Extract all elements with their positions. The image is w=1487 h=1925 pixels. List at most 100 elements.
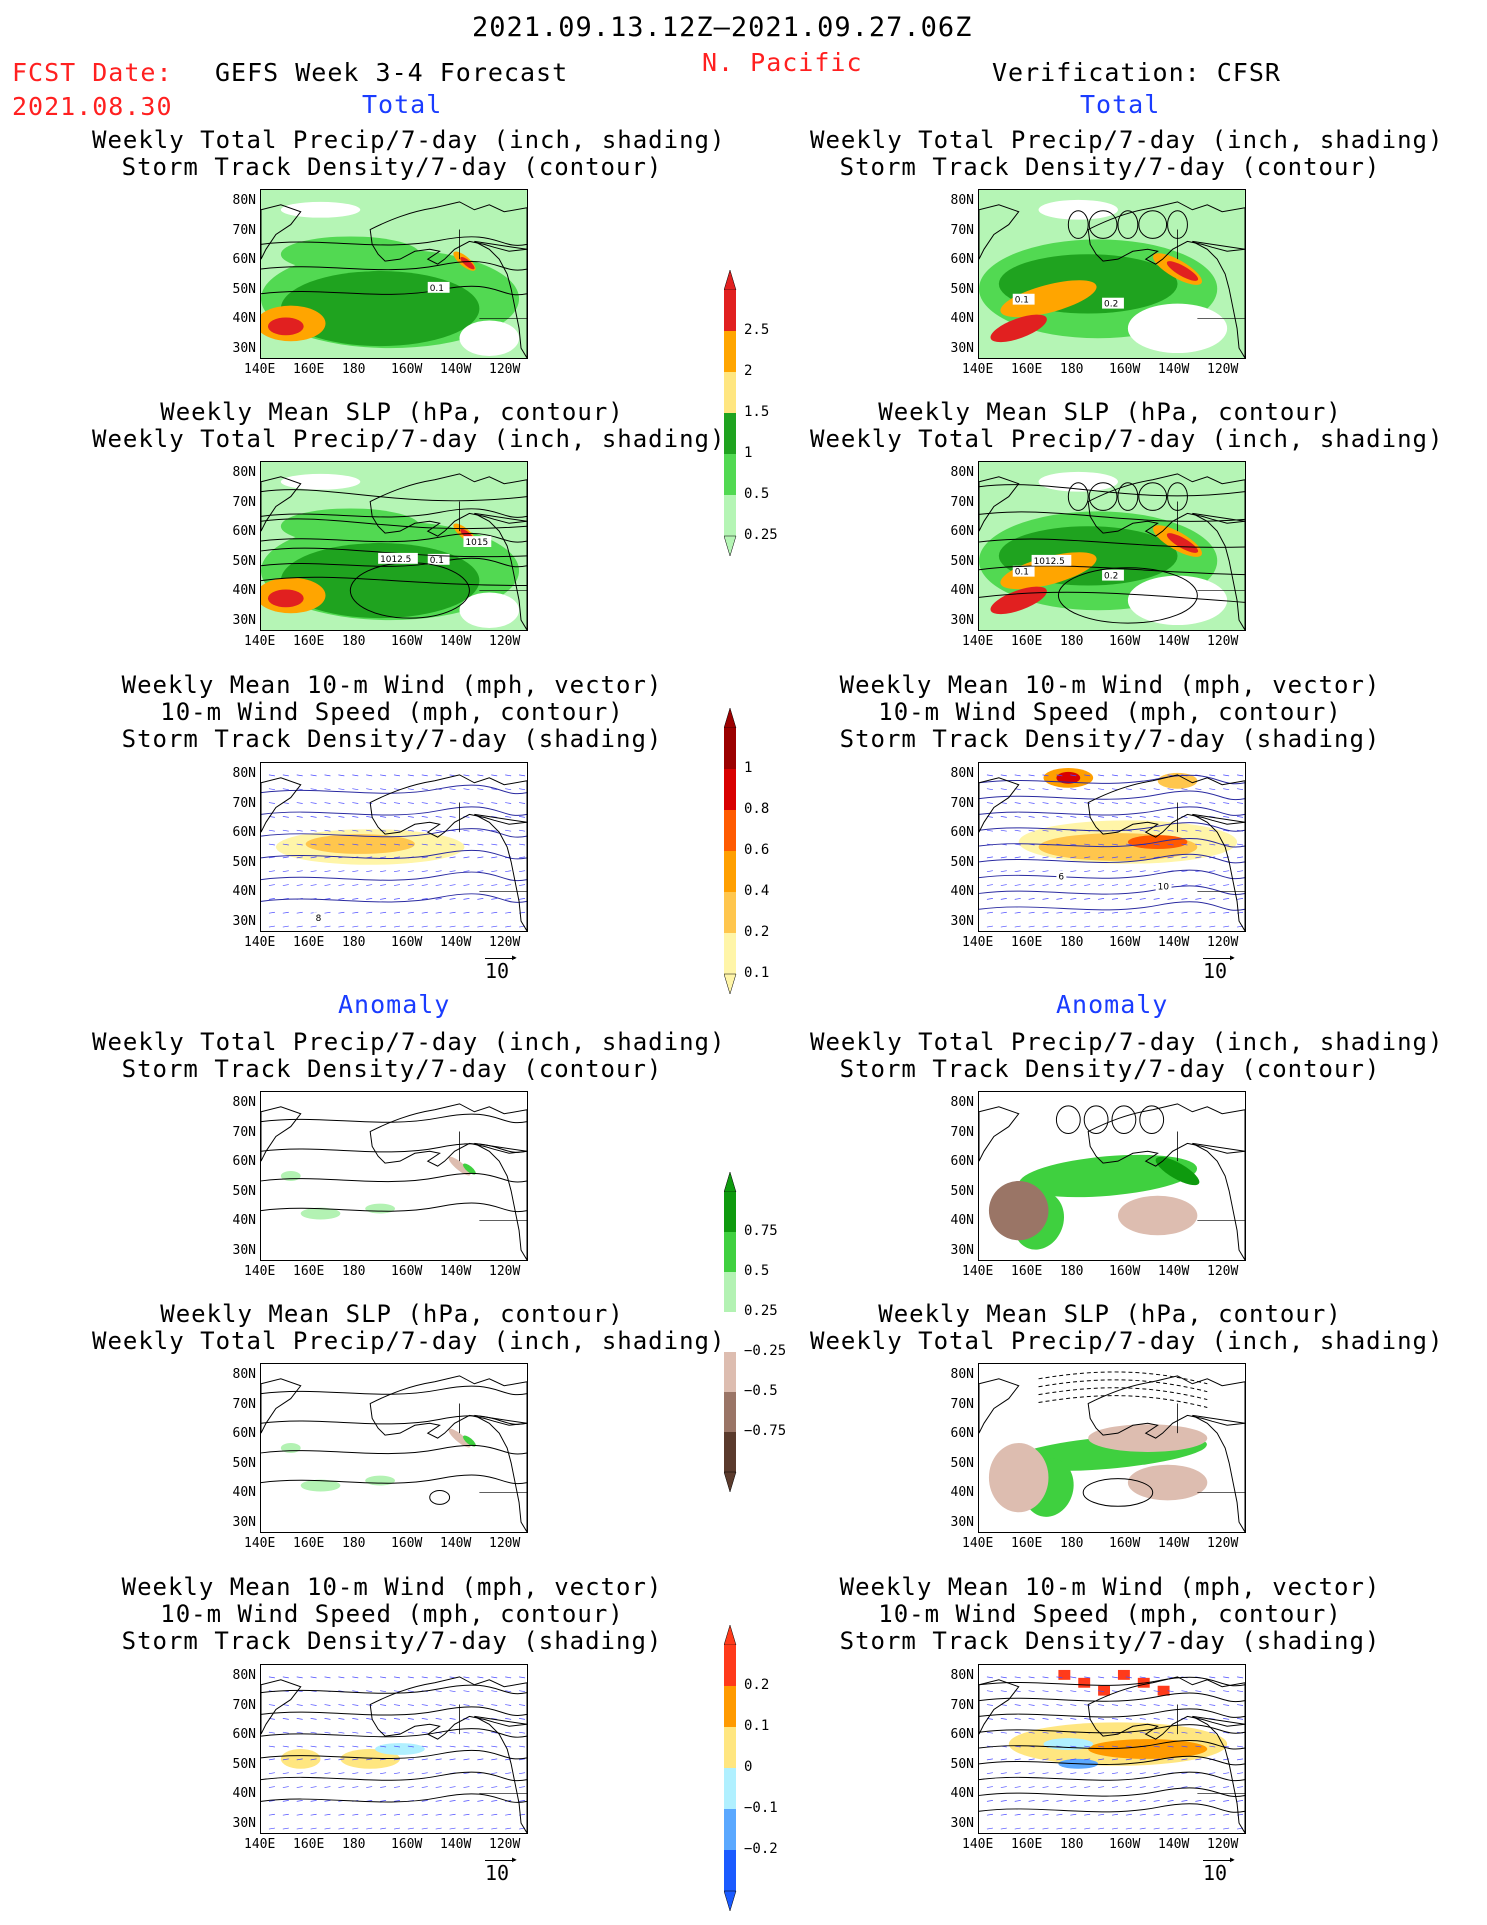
lon-tick-label: 140E [962, 634, 994, 649]
lat-tick-label: 60N [950, 252, 974, 267]
lon-tick-label: 160W [391, 1264, 423, 1279]
panel-4-title: Weekly Mean SLP (hPa, contour) Weekly To… [810, 399, 1442, 453]
panel-3-title: Weekly Mean SLP (hPa, contour) Weekly To… [92, 398, 724, 453]
lat-tick-label: 60N [950, 1727, 974, 1742]
colorbar-label: −0.75 [744, 1423, 787, 1439]
panel-11-title-line-2: 10-m Wind Speed (mph, contour) [160, 1600, 624, 1628]
lon-tick-label: 140W [440, 935, 472, 950]
lon-tick-label: 140E [962, 1837, 994, 1852]
vector-ref-label: 10 [1203, 959, 1228, 983]
lat-tick-label: 40N [950, 311, 974, 326]
map-canvas: 0.1 0.2 1012.5 [979, 462, 1245, 630]
lon-tick-label: 140W [1158, 362, 1190, 377]
lat-tick-label: 70N [232, 795, 256, 811]
lon-tick-label: 160E [293, 935, 325, 950]
lon-tick-label: 140E [244, 1536, 276, 1551]
lat-tick-label: 70N [232, 1697, 256, 1713]
lat-tick-label: 40N [950, 1485, 974, 1500]
panel-6-title-line-1: Weekly Mean 10-m Wind (mph, vector) [839, 671, 1381, 699]
lat-tick-label: 80N [950, 465, 974, 480]
lon-tick-label: 180 [1060, 362, 1084, 377]
svg-text:8: 8 [316, 914, 322, 924]
vector-ref-arrow-icon: ▸ [485, 950, 518, 964]
lon-tick-label: 160E [293, 362, 325, 377]
colorbar-segment [724, 1312, 736, 1352]
lon-tick-label: 160W [391, 1536, 423, 1551]
map-panel-fcst-wind-total: 8 [260, 762, 528, 932]
lat-tick-label: 50N [232, 1756, 256, 1772]
colorbar-label: 2 [744, 363, 753, 379]
lat-tick-label: 50N [950, 1756, 974, 1772]
colorbar-label: 0.25 [744, 527, 778, 543]
panel-3-title-line-1: Weekly Mean SLP (hPa, contour) [160, 398, 624, 426]
colorbar-segment [724, 1727, 736, 1768]
lat-tick-label: 50N [950, 281, 974, 297]
lon-tick-label: 160E [1011, 362, 1043, 377]
lat-tick-label: 60N [232, 1727, 256, 1742]
lat-tick-label: 80N [232, 1668, 256, 1683]
svg-text:1012.5: 1012.5 [380, 555, 411, 565]
lon-tick-label: 160E [1011, 1264, 1043, 1279]
lon-tick-label: 160W [391, 362, 423, 377]
lat-tick-label: 80N [950, 1367, 974, 1382]
colorbar-label: −0.25 [744, 1343, 787, 1359]
lat-tick-label: 70N [950, 222, 974, 238]
lon-tick-label: 160E [293, 1264, 325, 1279]
lat-tick-label: 60N [232, 1426, 256, 1441]
colorbar-segment [724, 1272, 736, 1312]
vector-ref-arrow-icon: ▸ [1203, 950, 1236, 964]
section-anomaly-left: Anomaly [338, 990, 451, 1019]
panel-12-title-line-3: Storm Track Density/7-day (shading) [839, 1627, 1381, 1655]
lat-tick-label: 60N [232, 825, 256, 840]
lat-tick-label: 50N [950, 1183, 974, 1199]
lat-tick-label: 40N [232, 1213, 256, 1228]
lat-tick-label: 50N [950, 1455, 974, 1471]
colorbar-segment [724, 1392, 736, 1432]
lat-tick-label: 50N [232, 281, 256, 297]
colorbar-segment [724, 1352, 736, 1392]
panel-2-title: Weekly Total Precip/7-day (inch, shading… [810, 127, 1442, 181]
vector-ref-arrow-icon: ▸ [1203, 1852, 1236, 1866]
panel-11-title-line-1: Weekly Mean 10-m Wind (mph, vector) [121, 1573, 663, 1601]
lat-tick-label: 30N [232, 1514, 256, 1530]
lon-tick-label: 160W [391, 935, 423, 950]
lon-tick-label: 160W [1109, 1536, 1141, 1551]
panel-12-title-line-1: Weekly Mean 10-m Wind (mph, vector) [839, 1573, 1381, 1601]
map-panel-obs-slp-anom [978, 1363, 1246, 1533]
lon-tick-label: 140W [1158, 1837, 1190, 1852]
panel-11-title: Weekly Mean 10-m Wind (mph, vector) 10-m… [92, 1574, 692, 1655]
panel-11-title-line-3: Storm Track Density/7-day (shading) [121, 1627, 663, 1655]
lon-tick-label: 120W [1207, 1837, 1239, 1852]
svg-text:0.2: 0.2 [1104, 300, 1118, 310]
lon-tick-label: 140E [244, 362, 276, 377]
lon-tick-label: 180 [342, 634, 366, 649]
lon-tick-label: 140E [962, 362, 994, 377]
lat-tick-label: 30N [232, 913, 256, 929]
fcst-date-value: 2021.08.30 [12, 92, 173, 121]
lon-tick-label: 160E [1011, 634, 1043, 649]
colorbar-segment [724, 1809, 736, 1850]
lat-tick-label: 70N [950, 1124, 974, 1140]
vector-ref-arrow-2: ▸ 10 [1203, 950, 1236, 983]
fcst-date-label: FCST Date: [12, 58, 173, 87]
colorbar-label: 0.25 [744, 1303, 778, 1319]
lon-tick-label: 120W [1207, 362, 1239, 377]
lat-tick-label: 50N [232, 1455, 256, 1471]
lon-tick-label: 180 [342, 1536, 366, 1551]
map-panel-obs-wind-anom [978, 1664, 1246, 1834]
lat-tick-label: 70N [232, 222, 256, 238]
lat-tick-label: 80N [232, 465, 256, 480]
colorbar-swatches [724, 708, 737, 994]
lon-tick-label: 180 [1060, 634, 1084, 649]
map-canvas: 0.1 1015 1012.5 [261, 462, 527, 630]
section-total-right: Total [1080, 90, 1161, 119]
lat-tick-label: 70N [232, 1396, 256, 1412]
lon-tick-label: 160E [1011, 935, 1043, 950]
vector-ref-arrow-1: ▸ 10 [485, 950, 518, 983]
lon-tick-label: 160E [293, 1837, 325, 1852]
lat-tick-label: 30N [232, 1242, 256, 1258]
lat-tick-label: 80N [232, 1095, 256, 1110]
map-canvas [261, 1665, 527, 1833]
lon-tick-label: 120W [1207, 1536, 1239, 1551]
lon-tick-label: 140W [440, 1536, 472, 1551]
